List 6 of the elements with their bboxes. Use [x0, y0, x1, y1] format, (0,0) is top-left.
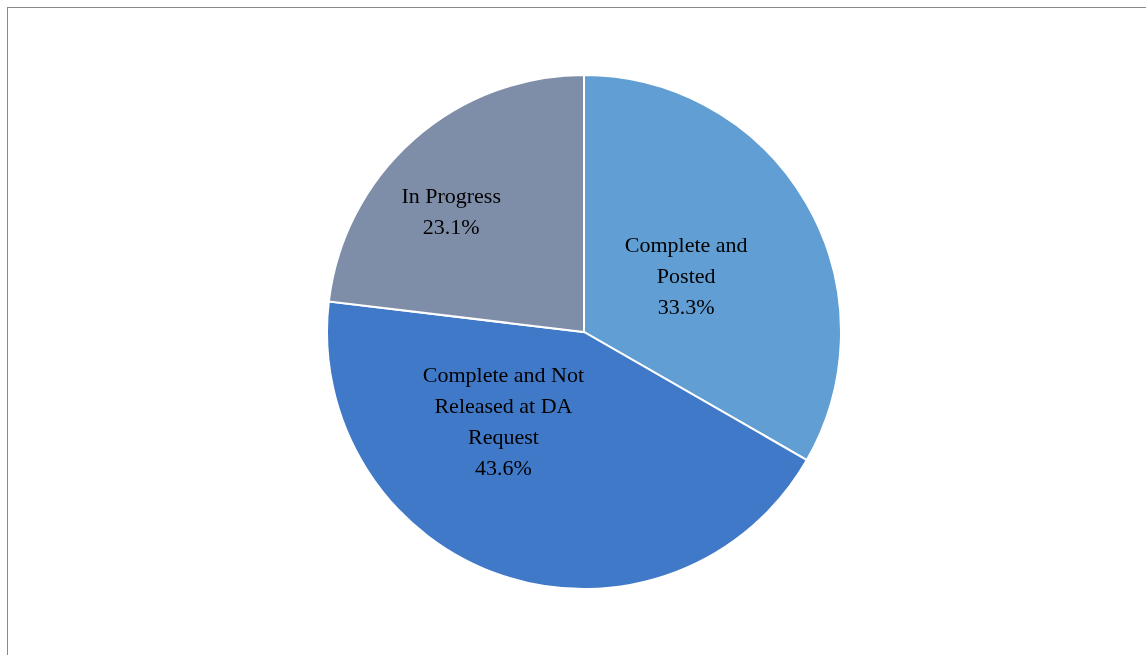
slice-label: Complete and Not Released at DA Request — [422, 361, 585, 449]
slice-label: In Progress — [401, 182, 501, 208]
data-label: 33.3% — [657, 293, 715, 319]
data-label: 23.1% — [422, 213, 480, 239]
data-label: 43.6% — [475, 454, 532, 480]
slice-label: Complete and Posted — [624, 231, 748, 288]
